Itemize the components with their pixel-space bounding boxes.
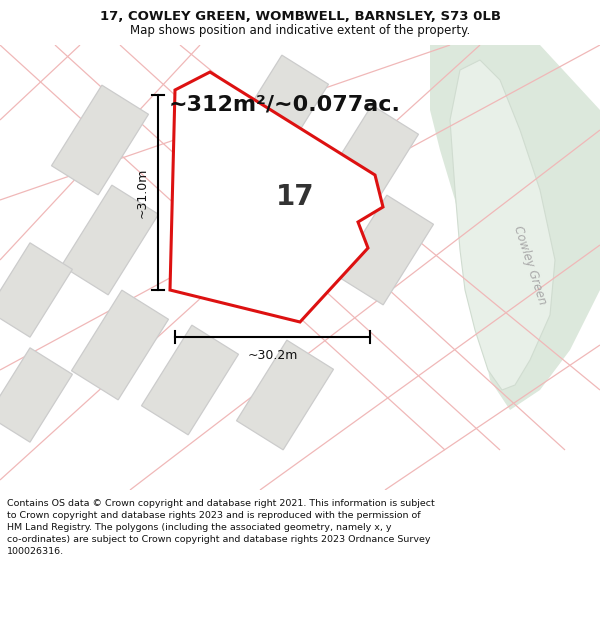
Polygon shape [0,243,73,337]
Polygon shape [232,55,328,165]
Polygon shape [322,105,418,215]
Polygon shape [450,60,555,390]
Text: Cowley Green: Cowley Green [511,224,549,306]
Polygon shape [52,85,148,195]
Polygon shape [236,340,334,450]
Polygon shape [71,290,169,400]
Text: ~30.2m: ~30.2m [247,349,298,362]
Text: 17, COWLEY GREEN, WOMBWELL, BARNSLEY, S73 0LB: 17, COWLEY GREEN, WOMBWELL, BARNSLEY, S7… [100,10,500,23]
Polygon shape [142,325,238,435]
Text: 17: 17 [275,183,314,211]
Polygon shape [430,45,600,410]
Polygon shape [170,72,383,322]
Polygon shape [62,185,158,295]
Polygon shape [0,348,73,442]
Text: ~312m²/~0.077ac.: ~312m²/~0.077ac. [169,95,401,115]
Text: ~31.0m: ~31.0m [136,168,149,217]
Text: Contains OS data © Crown copyright and database right 2021. This information is : Contains OS data © Crown copyright and d… [7,499,435,556]
Text: Map shows position and indicative extent of the property.: Map shows position and indicative extent… [130,24,470,37]
Polygon shape [337,195,433,305]
